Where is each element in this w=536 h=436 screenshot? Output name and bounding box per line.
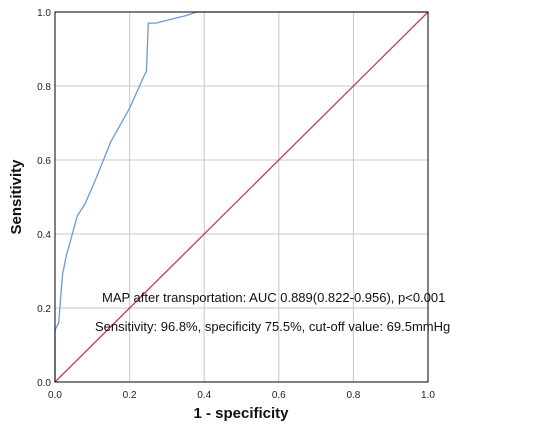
x-tick-label: 0.4 (197, 390, 211, 401)
y-tick-label: 1.0 (37, 8, 51, 19)
y-tick-label: 0.2 (37, 304, 51, 315)
y-tick-label: 0.8 (37, 82, 51, 93)
y-tick-label: 0.0 (37, 378, 51, 389)
plot-frame (54, 11, 429, 383)
y-tick-label: 0.6 (37, 156, 51, 167)
y-tick-labels: 0.0 0.2 0.4 0.6 0.8 1.0 (37, 8, 51, 389)
x-tick-label: 0.6 (272, 390, 286, 401)
x-tick-label: 0.2 (123, 390, 137, 401)
series-group (54, 11, 429, 383)
annotation-auc: MAP after transportation: AUC 0.889(0.82… (102, 290, 445, 305)
reference-diagonal-line (54, 11, 429, 383)
x-axis-title: 1 - specificity (193, 405, 289, 422)
y-tick-label: 0.4 (37, 230, 51, 241)
x-tick-label: 0.0 (48, 390, 62, 401)
x-tick-labels: 0.0 0.2 0.4 0.6 0.8 1.0 (48, 390, 435, 401)
x-tick-label: 0.8 (346, 390, 360, 401)
roc-curve-line (54, 11, 428, 382)
grid-lines (54, 11, 429, 383)
y-axis-title: Sensitivity (8, 159, 25, 235)
annotation-cutoff: Sensitivity: 96.8%, specificity 75.5%, c… (95, 319, 450, 334)
x-tick-label: 1.0 (421, 390, 435, 401)
